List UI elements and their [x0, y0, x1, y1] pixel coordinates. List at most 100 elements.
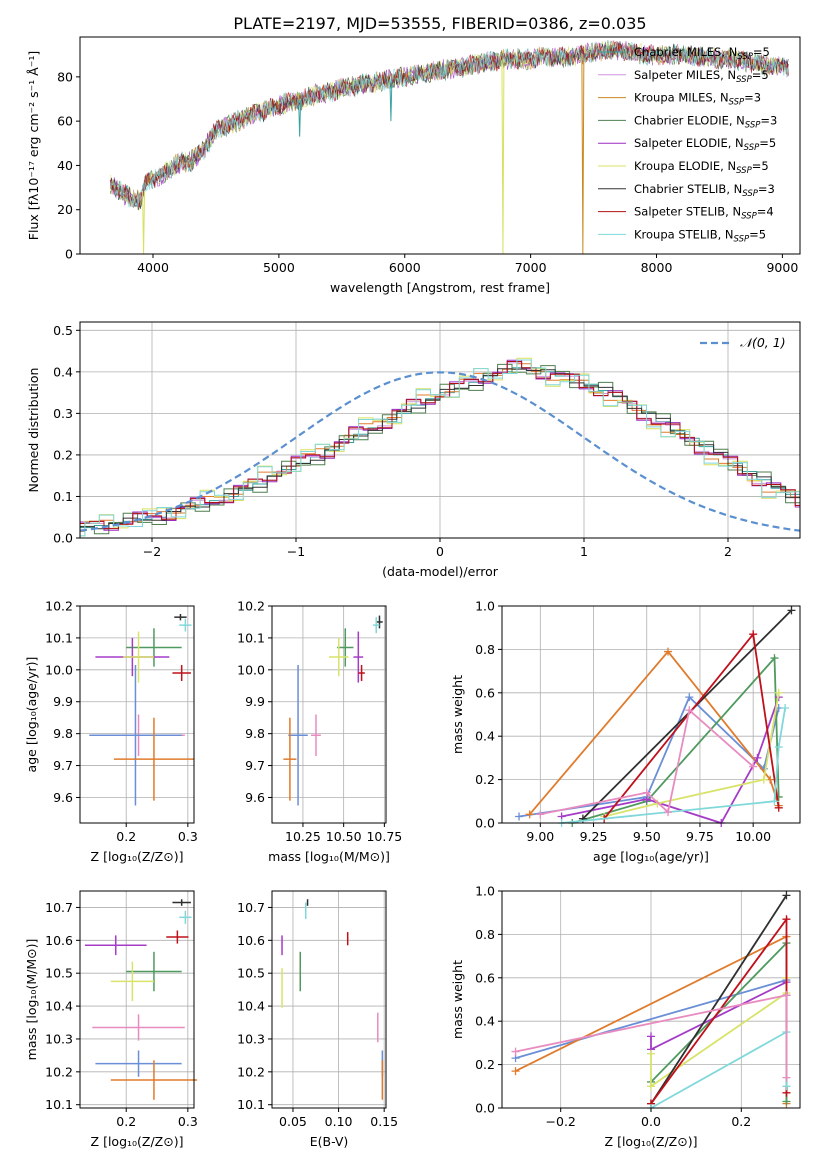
residuals-axes: −2 −1 0 1 2 0.0 0.1 0.2 0.3 0.4 0.5 (data-model)/er… — [26, 321, 801, 579]
mass-weight-vs-Z-ytick-label: 1.0 — [475, 884, 495, 899]
mass-vs-Z-ytick-label: 10.4 — [45, 999, 73, 1014]
spectrum-legend-label-sub: SSP — [734, 234, 750, 244]
mass-vs-Z-xlabel: Z [log₁₀(Z/Z⊙)] — [91, 1134, 184, 1149]
mass-weight-vs-Z-xlabel: Z [log₁₀(Z/Z⊙)] — [605, 1134, 698, 1149]
mass-vs-Z-ytick-label: 10.5 — [45, 966, 73, 981]
age-vs-mass-ytick-label: 9.8 — [245, 726, 265, 741]
mass-weight-vs-Z-ytick-label: 0.2 — [475, 1057, 495, 1072]
spectrum-ytick-label: 0 — [65, 247, 73, 262]
spectrum-ytick-label: 60 — [57, 114, 73, 129]
mass-weight-vs-age-series-marker — [774, 803, 783, 812]
spectrum-legend-label-suffix: =5 — [753, 45, 770, 59]
mass-weight-vs-age-ytick-label: 0.8 — [475, 642, 495, 657]
spectrum-series-line — [109, 40, 789, 209]
mass-vs-Z-ylabel: mass [log₁₀(M/M⊙)] — [24, 939, 39, 1061]
mass-vs-EBV-frame — [271, 890, 387, 1109]
spectrum-legend-label-text: Chabrier ELODIE, N — [634, 113, 745, 127]
mass-vs-Z-axes: 0.2 0.3 10.1 10.2 10.3 10.4 10.5 10.6 10.7 Z [log… — [24, 890, 198, 1149]
mass-weight-vs-Z-series-line — [650, 916, 788, 1105]
spectrum-legend-label-text: Salpeter MILES, N — [634, 68, 736, 82]
spectrum-dropout — [298, 99, 302, 137]
mass-vs-EBV-xlabel: E(B-V) — [310, 1134, 349, 1149]
mass-weight-vs-Z-series-marker — [782, 891, 791, 900]
mass-vs-Z-ytick-label: 10.2 — [45, 1064, 73, 1079]
spectrum-xtick-label: 6000 — [389, 260, 421, 275]
mass-weight-vs-age-series-marker — [774, 743, 783, 752]
residuals-ytick-label: 0.1 — [53, 489, 73, 504]
spectrum-legend-label-suffix: =3 — [744, 91, 761, 105]
mass-weight-vs-age-ytick-label: 0.2 — [475, 772, 495, 787]
mass-weight-vs-Z-series-line — [650, 940, 788, 1102]
mass-weight-vs-Z-ylabel: mass weight — [450, 960, 465, 1039]
mass-weight-vs-Z-axes: −0.2 0.0 0.2 0.0 0.2 0.4 0.6 0.8 1.0 Z [log₁₀(Z/Z… — [450, 884, 801, 1149]
age-vs-mass-xlabel: mass [log₁₀(M/M⊙)] — [268, 849, 390, 864]
spectrum-ylabel: Flux [fλ10⁻¹⁷ erg cm⁻² s⁻¹ Å⁻¹] — [26, 51, 41, 240]
age-vs-mass-ytick-label: 9.9 — [245, 694, 265, 709]
residuals-ylabel: Normed distribution — [26, 368, 41, 493]
mass-vs-Z-ytick-label: 10.1 — [45, 1097, 73, 1112]
spectrum-legend-label-sub: SSP — [741, 212, 757, 222]
age-vs-Z-ylabel: age [log₁₀(age/yr)] — [24, 657, 39, 773]
mass-vs-Z-xtick-label: 0.3 — [178, 1114, 198, 1129]
mass-weight-vs-Z-series-marker — [782, 1082, 791, 1091]
mass-weight-vs-Z-series-marker — [511, 1067, 520, 1076]
mass-weight-vs-age-series-marker — [781, 703, 790, 712]
spectrum-dropout — [389, 79, 393, 122]
spectrum-xlabel: wavelength [Angstrom, rest frame] — [330, 280, 550, 295]
residuals-ytick-label: 0.0 — [53, 531, 73, 546]
mass-vs-Z-ytick-label: 10.3 — [45, 1031, 73, 1046]
spectrum-legend-label-suffix: =4 — [757, 205, 774, 219]
residuals-ytick-label: 0.3 — [53, 406, 73, 421]
mass-weight-vs-age-ytick-label: 0.6 — [475, 685, 495, 700]
mass-weight-vs-age-series-marker — [664, 808, 673, 817]
spectrum-frame — [79, 36, 801, 255]
age-vs-Z-ytick-label: 10.2 — [45, 599, 73, 614]
spectrum-legend-label: Salpeter ELODIE, NSSP=5 — [634, 136, 776, 153]
mass-weight-vs-age-ytick-label: 0.4 — [475, 729, 495, 744]
mass-vs-Z-ytick-label: 10.7 — [45, 900, 73, 915]
mass-weight-vs-age-xtick-label: 10.00 — [735, 829, 771, 844]
mass-weight-vs-age-series-marker — [759, 775, 768, 784]
age-vs-mass-xtick-label: 10.75 — [366, 829, 402, 844]
spectrum-legend-label: Chabrier MILES, NSSP=5 — [634, 45, 770, 62]
spectrum-legend-label-text: Salpeter STELIB, N — [634, 205, 741, 219]
spectrum-xtick-label: 8000 — [641, 260, 673, 275]
residuals-histogram — [80, 359, 800, 537]
age-vs-Z-ytick-label: 9.7 — [53, 758, 73, 773]
mass-weight-vs-Z-ytick-label: 0.6 — [475, 970, 495, 985]
spectrum-dropout — [142, 190, 146, 254]
mass-weight-vs-age-series-marker — [515, 812, 524, 821]
residuals-xtick-label: −2 — [143, 544, 161, 559]
mass-weight-vs-age-xtick-label: 9.75 — [686, 829, 714, 844]
residuals-hist-group — [80, 357, 800, 537]
residuals-xtick-label: 2 — [724, 544, 732, 559]
mass-vs-EBV-xtick-label: 0.15 — [370, 1114, 398, 1129]
mass-weight-vs-age-ytick-label: 0.0 — [475, 816, 495, 831]
mass-weight-vs-Z-series-marker — [782, 1097, 791, 1106]
age-vs-mass-axes: 10.25 10.50 10.75 9.6 9.7 9.8 9.9 10.0 10.1 10.2 m… — [237, 599, 402, 865]
residuals-ytick-label: 0.2 — [53, 447, 73, 462]
spectrum-legend-label: Chabrier STELIB, NSSP=3 — [634, 182, 775, 199]
mass-weight-vs-age-series-line — [529, 650, 780, 815]
spectrum-xtick-label: 7000 — [515, 260, 547, 275]
residuals-xlabel: (data-model)/error — [382, 564, 499, 579]
mass-weight-vs-age-series-marker — [749, 630, 758, 639]
mass-vs-EBV-ytick-label: 10.1 — [237, 1097, 265, 1112]
age-vs-Z-axes: 0.2 0.3 9.6 9.7 9.8 9.9 10.0 10.1 10.2 Z [log₁₀(Z… — [24, 599, 198, 865]
residuals-histogram — [80, 361, 800, 530]
mass-weight-vs-age-ytick-label: 1.0 — [475, 599, 495, 614]
spectrum-legend: Chabrier MILES, NSSP=5 Salpeter MILES, N S… — [598, 45, 777, 244]
age-vs-mass-frame — [271, 605, 387, 824]
age-vs-Z-ytick-label: 10.0 — [45, 662, 73, 677]
mass-weight-vs-Z-series-marker — [647, 1082, 655, 1091]
mass-weight-vs-Z-series-line — [650, 1030, 788, 1109]
spectrum-dropout — [501, 59, 505, 254]
age-vs-mass-ytick-label: 9.7 — [245, 758, 265, 773]
mass-weight-vs-Z-xtick-label: 0.0 — [641, 1114, 661, 1129]
spectrum-ytick-label: 40 — [57, 158, 73, 173]
mass-weight-vs-age-series-marker — [536, 810, 545, 819]
age-vs-Z-frame — [79, 605, 195, 824]
age-vs-mass-xtick-label: 10.50 — [326, 829, 362, 844]
spectrum-legend-label: Salpeter STELIB, NSSP=4 — [634, 205, 774, 222]
